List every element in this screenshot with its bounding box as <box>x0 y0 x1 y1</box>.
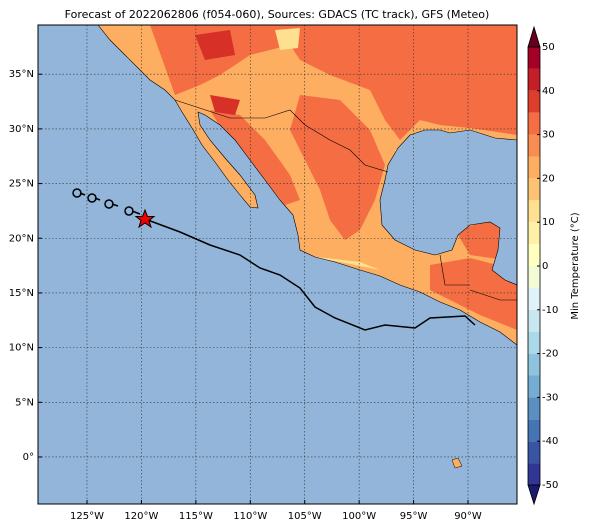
colorbar-under <box>527 484 541 506</box>
colorbar-tick-label: 10 <box>542 217 555 228</box>
colorbar-tick-label: 50 <box>542 42 555 53</box>
colorbar-band <box>528 463 540 485</box>
x-tick-label: 105°W <box>288 511 322 522</box>
y-tick-label: 5°N <box>15 397 34 408</box>
colorbar-tick-label: -30 <box>542 392 558 403</box>
track-forecast <box>144 218 476 331</box>
track-past <box>72 188 141 216</box>
colorbar-band <box>528 309 540 332</box>
x-tick-label: 125°W <box>70 511 104 522</box>
x-tick-label: 90°W <box>454 511 482 522</box>
colorbar-band <box>528 441 540 464</box>
colorbar-label: Min Temperature (°C) <box>570 212 581 319</box>
colorbar: -50 -40 -30 -20 -10 0 10 20 30 40 50 <box>527 25 558 506</box>
colorbar-band <box>528 178 540 201</box>
y-tick-label: 30°N <box>9 124 34 135</box>
colorbar-band <box>528 68 540 91</box>
x-tick-label: 95°W <box>400 511 428 522</box>
x-tick-label: 115°W <box>179 511 213 522</box>
colorbar-band <box>528 266 540 288</box>
colorbar-band <box>528 375 540 398</box>
colorbar-tick-label: -40 <box>542 436 558 447</box>
borders <box>174 99 517 301</box>
current-position <box>134 208 156 229</box>
colorbar-tick-label: 40 <box>542 86 555 97</box>
colorbar-tick-label: -10 <box>542 305 558 316</box>
x-tick-label: 110°W <box>233 511 267 522</box>
colorbar-band <box>528 419 540 442</box>
colorbar-band <box>528 287 540 310</box>
colorbar-tick-label: 30 <box>542 130 555 141</box>
colorbar-band <box>528 90 540 113</box>
map-frame <box>37 24 518 505</box>
map-area <box>38 25 517 504</box>
colorbar-band <box>528 47 540 69</box>
y-tick-label: 15°N <box>9 288 34 299</box>
colorbar-tick-label: 0 <box>542 261 548 272</box>
y-tick-label: 35°N <box>9 69 34 80</box>
colorbar-band <box>528 200 540 223</box>
island <box>451 457 463 469</box>
y-tick-label: 25°N <box>9 179 34 190</box>
colorbar-tick-label: -50 <box>542 480 558 491</box>
x-tick-label: 100°W <box>342 511 376 522</box>
colorbar-tick-label: 20 <box>542 173 555 184</box>
colorbar-band <box>528 134 540 157</box>
y-tick-label: 0° <box>23 452 34 463</box>
colorbar-band <box>528 353 540 376</box>
colorbar-band <box>528 244 540 266</box>
map-title: Forecast of 2022062806 (f054-060), Sourc… <box>65 8 490 21</box>
y-tick-label: 20°N <box>9 233 34 244</box>
colorbar-band <box>528 156 540 179</box>
colorbar-over <box>527 25 541 48</box>
colorbar-band <box>528 331 540 354</box>
colorbar-band <box>528 112 540 135</box>
colorbar-band <box>528 397 540 420</box>
y-tick-label: 10°N <box>9 343 34 354</box>
colorbar-band <box>528 222 540 245</box>
colorbar-tick-label: -20 <box>542 349 558 360</box>
coastline <box>97 25 517 346</box>
x-tick-label: 120°W <box>124 511 158 522</box>
